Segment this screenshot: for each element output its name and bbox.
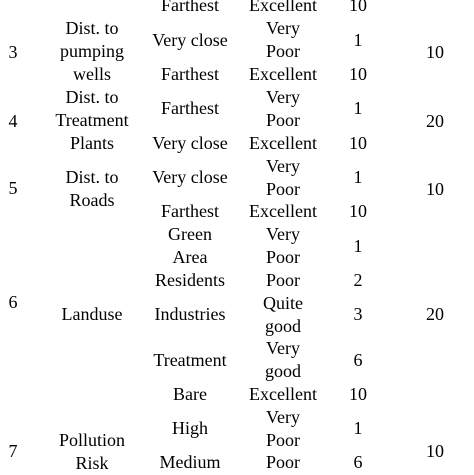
- cell-rating: Poor: [265, 41, 301, 61]
- cell-rating: Poor: [265, 430, 301, 450]
- cell-score: 3: [353, 304, 363, 324]
- cell-option: Farthest: [161, 64, 219, 84]
- cell-option: Very close: [152, 30, 228, 50]
- cell-score: 6: [353, 350, 363, 370]
- cell-rating: Quite: [263, 293, 303, 313]
- cell-rating: Excellent: [249, 133, 317, 153]
- cell-rating: Very: [266, 18, 300, 38]
- cell-score: 1: [353, 167, 363, 187]
- cell-rating: Poor: [265, 179, 301, 199]
- cell-rating: Very: [266, 338, 300, 358]
- row-number: 7: [8, 441, 18, 461]
- cell-score: 1: [353, 30, 363, 50]
- cell-weight: 10: [426, 441, 444, 461]
- criterion-line: Treatment: [55, 110, 129, 130]
- cell-option: Green: [168, 224, 212, 244]
- cell-weight: 10: [426, 42, 444, 62]
- row-number: 3: [8, 42, 18, 62]
- criterion-line: Landuse: [61, 304, 123, 324]
- criterion-line: pumping: [59, 41, 125, 61]
- criterion-line: Pollution: [58, 430, 126, 450]
- cell-rating: good: [265, 316, 301, 336]
- cell-rating: Very: [266, 224, 300, 244]
- criterion-line: Plants: [69, 133, 115, 153]
- cell-option: Very close: [152, 167, 228, 187]
- cell-rating: Excellent: [249, 201, 317, 221]
- cell-rating: Poor: [265, 270, 301, 290]
- cell-score: 6: [353, 452, 363, 472]
- cell-option: Bare: [173, 384, 207, 404]
- row-number: 4: [8, 111, 18, 131]
- cell-option: Farthest: [161, 201, 219, 221]
- row-number: 5: [8, 178, 18, 198]
- cell-option: High: [172, 418, 208, 438]
- criterion-line: Dist. to: [65, 167, 119, 187]
- cell-weight: 20: [426, 111, 444, 131]
- cell-score: 2: [353, 270, 363, 290]
- cell-weight: 10: [426, 179, 444, 199]
- criterion-line: Dist. to: [65, 18, 119, 38]
- cell-rating: Very: [266, 407, 300, 427]
- cell-rating: Poor: [265, 247, 301, 267]
- cell-rating: Very: [266, 156, 300, 176]
- cell-option: Area: [172, 247, 208, 267]
- criterion-line: wells: [73, 64, 111, 84]
- cell-score: 10: [349, 64, 367, 84]
- cell-weight: 20: [426, 304, 444, 324]
- criterion-line: Roads: [69, 190, 115, 210]
- cell-option: Very close: [152, 133, 228, 153]
- criterion-line: Dist. to: [65, 87, 119, 107]
- cell-option: Treatment: [153, 350, 227, 370]
- cell-rating: Excellent: [249, 0, 317, 15]
- cell-option: Medium: [159, 452, 221, 472]
- criterion-line: Risk: [75, 453, 109, 473]
- cell-rating: Excellent: [249, 384, 317, 404]
- cell-rating: Poor: [265, 110, 301, 130]
- cell-rating: Poor: [265, 452, 301, 472]
- cell-score: 1: [353, 98, 363, 118]
- cell-score: 10: [349, 384, 367, 404]
- cell-option: Farthest: [161, 98, 219, 118]
- cell-score: 1: [353, 418, 363, 438]
- cell-option: Industries: [154, 304, 226, 324]
- cell-score: 10: [349, 0, 367, 15]
- cell-rating: Very: [266, 87, 300, 107]
- cell-option: Farthest: [161, 0, 219, 15]
- cell-score: 10: [349, 201, 367, 221]
- cell-score: 10: [349, 133, 367, 153]
- cell-score: 1: [353, 236, 363, 256]
- cell-rating: good: [265, 361, 301, 381]
- cell-option: Residents: [155, 270, 225, 290]
- row-number: 6: [8, 292, 18, 312]
- cell-rating: Excellent: [249, 64, 317, 84]
